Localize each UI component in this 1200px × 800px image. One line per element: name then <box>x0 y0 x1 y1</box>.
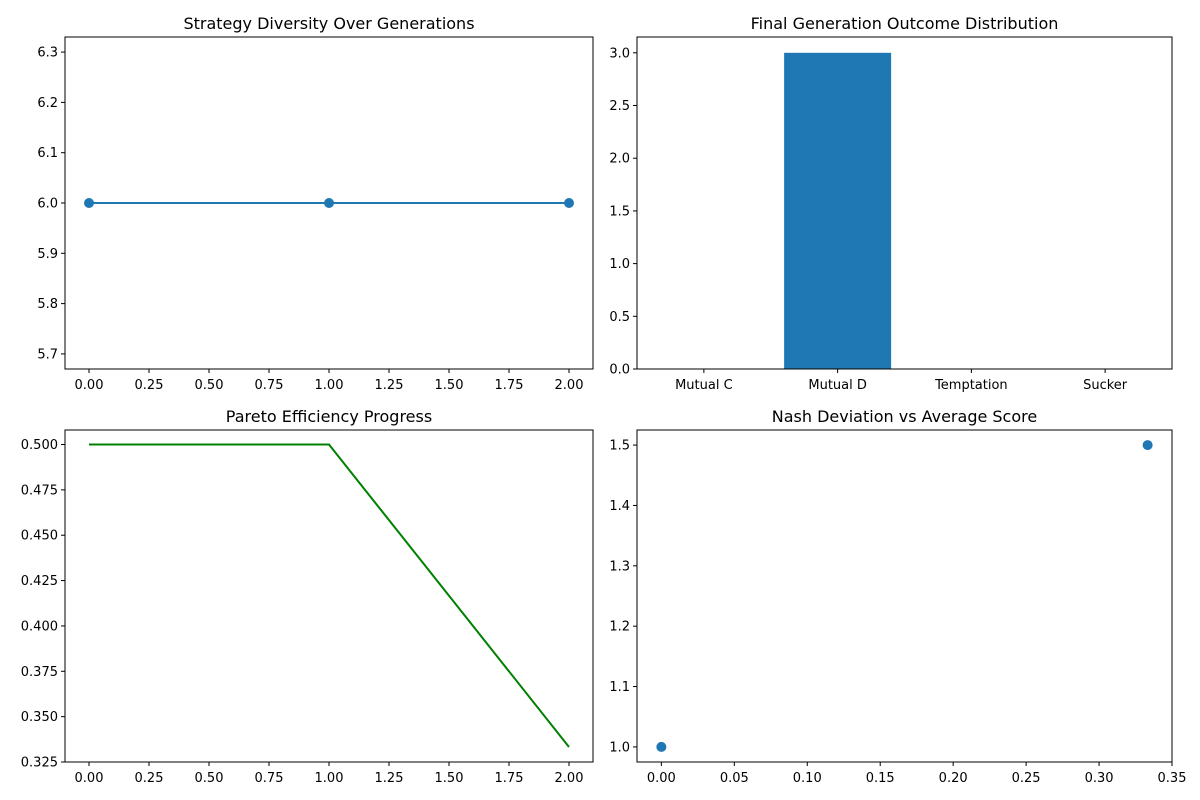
x-tick-label: 0.10 <box>793 771 822 786</box>
y-tick-label: 6.2 <box>37 96 58 111</box>
series-line <box>89 443 570 748</box>
y-tick-label: 1.0 <box>609 257 630 272</box>
y-tick-label: 1.4 <box>609 499 630 514</box>
plot-area: 0.3250.3500.3750.4000.4250.4500.4750.500… <box>21 429 594 786</box>
y-tick-label: 1.0 <box>609 740 630 755</box>
plot-area: 5.7 5.8 5.9 6.0 6.1 6.2 6.3 0.00 0.25 0.50 0.75 1.0… <box>37 36 594 393</box>
x-tick-label: 1.25 <box>375 378 404 393</box>
y-tick-label: 5.9 <box>37 247 58 262</box>
y-tick-label: 1.1 <box>609 680 630 695</box>
y-tick-label: 1.3 <box>609 559 630 574</box>
x-tick-label: 0.75 <box>255 771 284 786</box>
x-tick-label: 1.50 <box>435 378 464 393</box>
y-tick-label: 2.0 <box>609 152 630 167</box>
panel-title: Pareto Efficiency Progress <box>226 407 432 426</box>
y-tick-label: 0.350 <box>21 710 58 725</box>
y-tick-label: 2.5 <box>609 99 630 114</box>
y-tick-label: 6.1 <box>37 146 58 161</box>
panel-title: Final Generation Outcome Distribution <box>751 14 1059 33</box>
y-tick-label: 0.375 <box>21 665 58 680</box>
y-tick-label: 0.5 <box>609 310 630 325</box>
y-tick-label: 3.0 <box>609 46 630 61</box>
strategy-diversity-panel: Strategy Diversity Over Generations 5.75… <box>37 14 594 393</box>
x-tick-label: 1.00 <box>315 771 344 786</box>
x-tick-label: 0.00 <box>75 771 104 786</box>
x-tick-label: 1.25 <box>375 771 404 786</box>
axes-frame <box>64 36 594 370</box>
panel-title: Nash Deviation vs Average Score <box>772 407 1037 426</box>
x-tick-label: 0.00 <box>75 378 104 393</box>
x-tick-label: Mutual C <box>675 378 733 393</box>
x-tick-label: 0.15 <box>866 771 895 786</box>
y-tick-label: 1.2 <box>609 620 630 635</box>
axes-frame <box>64 429 594 763</box>
x-tick-label: 1.50 <box>435 771 464 786</box>
x-tick-label: 0.50 <box>195 378 224 393</box>
x-tick-label: 1.75 <box>495 378 524 393</box>
data-point <box>564 198 574 208</box>
panel-title: Strategy Diversity Over Generations <box>183 14 474 33</box>
y-tick-label: 0.475 <box>21 483 58 498</box>
y-tick-label: 0.425 <box>21 574 58 589</box>
pareto-efficiency-panel: Pareto Efficiency Progress 0.325 0.350 0.3… <box>21 407 594 786</box>
y-tick-label: 0.0 <box>609 363 630 378</box>
plot-area: 1.0 1.1 1.2 1.3 1.4 1.5 0.00 0.05 0.10 0.15 0.20 0.… <box>609 429 1187 786</box>
y-tick-label: 0.450 <box>21 529 58 544</box>
x-tick-label: 0.25 <box>135 771 164 786</box>
x-tick-label: 0.75 <box>255 378 284 393</box>
x-tick-label: 0.05 <box>720 771 749 786</box>
nash-deviation-panel: Nash Deviation vs Average Score 1.01.11.… <box>609 407 1186 786</box>
data-point <box>656 741 667 752</box>
y-tick-label: 6.3 <box>37 46 58 61</box>
bar-mutual-d <box>784 52 892 370</box>
x-tick-label: 2.00 <box>555 771 584 786</box>
y-tick-label: 1.5 <box>609 439 630 454</box>
x-tick-label: Temptation <box>934 378 1008 393</box>
y-tick-label: 0.500 <box>21 438 58 453</box>
y-tick-label: 1.5 <box>609 204 630 219</box>
y-tick-label: 6.0 <box>37 197 58 212</box>
data-point <box>84 198 94 208</box>
x-tick-label: Sucker <box>1083 378 1128 393</box>
x-tick-label: 1.00 <box>315 378 344 393</box>
x-tick-label: 0.20 <box>939 771 968 786</box>
data-point <box>324 198 334 208</box>
y-tick-label: 5.7 <box>37 347 58 362</box>
axes-frame <box>636 429 1173 763</box>
y-tick-label: 0.400 <box>21 619 58 634</box>
axes-frame <box>636 36 1173 370</box>
x-tick-label: 1.75 <box>495 771 524 786</box>
x-tick-label: 0.35 <box>1158 771 1187 786</box>
x-tick-label: 0.00 <box>647 771 676 786</box>
data-point <box>1142 440 1153 451</box>
x-tick-label: 0.50 <box>195 771 224 786</box>
plot-area: 0.0 0.5 1.0 1.5 2.0 2.5 3.0 Mutual C Mutual D Tem… <box>609 36 1173 393</box>
outcome-distribution-panel: Final Generation Outcome Distribution 0.… <box>609 14 1173 393</box>
x-tick-label: 0.25 <box>1012 771 1041 786</box>
x-tick-label: Mutual D <box>808 378 867 393</box>
x-tick-label: 0.30 <box>1085 771 1114 786</box>
x-tick-label: 2.00 <box>555 378 584 393</box>
x-tick-label: 0.25 <box>135 378 164 393</box>
y-tick-label: 0.325 <box>21 756 58 771</box>
y-tick-label: 5.8 <box>37 297 58 312</box>
